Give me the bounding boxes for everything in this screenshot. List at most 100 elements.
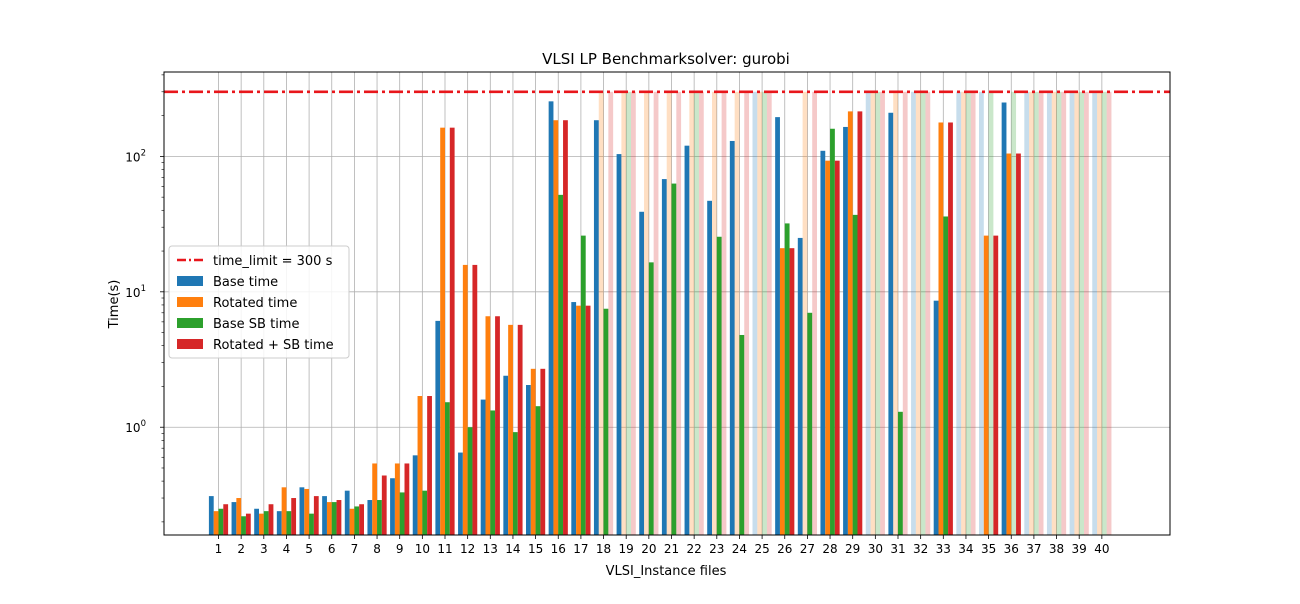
- bar: [1029, 91, 1034, 535]
- bar: [902, 91, 908, 535]
- x-tick-label: 39: [1072, 542, 1087, 556]
- bar: [970, 91, 976, 535]
- bar: [712, 91, 717, 535]
- bar: [1024, 91, 1030, 535]
- bar: [231, 502, 237, 535]
- bar: [404, 463, 410, 535]
- bar: [517, 324, 523, 535]
- bar: [744, 91, 750, 535]
- chart-title: VLSI LP Benchmarksolver: gurobi: [542, 50, 790, 68]
- x-tick-label: 25: [754, 542, 769, 556]
- bar: [281, 487, 287, 535]
- bar: [449, 127, 455, 535]
- bar: [1033, 91, 1039, 535]
- bar: [1016, 153, 1021, 535]
- bar: [563, 120, 568, 535]
- bar: [331, 502, 337, 535]
- bar: [757, 91, 763, 535]
- bar: [847, 111, 853, 535]
- x-tick-label: 11: [437, 542, 452, 556]
- bar: [213, 511, 219, 535]
- bar: [585, 305, 591, 535]
- bar: [752, 91, 758, 535]
- bar: [948, 122, 953, 536]
- bar: [1106, 91, 1112, 535]
- y-tick-label: 101: [125, 284, 146, 300]
- x-tick-label: 20: [641, 542, 656, 556]
- y-axis-label: Time(s): [107, 280, 122, 330]
- bar: [372, 463, 378, 535]
- x-tick-label: 35: [981, 542, 996, 556]
- bar: [508, 324, 513, 535]
- bar: [988, 91, 994, 535]
- bar: [1101, 91, 1107, 535]
- legend-label: Base time: [213, 275, 278, 290]
- bar: [603, 308, 609, 535]
- bar: [558, 194, 564, 535]
- axes-layer: 1 2 3 4 5 6 7 8 9 10 11 12 13 14 15 16 17 18 19 20 21 22 23 24 2…: [125, 74, 1109, 556]
- bar: [616, 154, 622, 535]
- x-tick-label: 17: [573, 542, 588, 556]
- bar: [467, 427, 473, 535]
- legend-label: time_limit = 300 s: [213, 254, 333, 269]
- bar: [961, 91, 966, 535]
- bar: [276, 511, 282, 535]
- x-tick-label: 24: [732, 542, 747, 556]
- x-tick-label: 8: [373, 542, 381, 556]
- legend: time_limit = 300 s Base time Rotated time B…: [168, 245, 350, 359]
- bar: [666, 91, 672, 535]
- bar: [938, 122, 944, 536]
- bar: [1092, 91, 1098, 535]
- x-tick-label: 3: [260, 542, 268, 556]
- y-tick-label: 102: [125, 148, 146, 164]
- x-tick-label: 22: [687, 542, 702, 556]
- bar: [241, 516, 246, 535]
- bar: [834, 160, 840, 535]
- x-tick-label: 1: [215, 542, 223, 556]
- bar: [893, 91, 898, 535]
- x-tick-label: 10: [415, 542, 430, 556]
- bar: [309, 513, 314, 535]
- y-tick-label: 100: [125, 419, 146, 435]
- bar: [367, 500, 373, 535]
- bar: [286, 511, 292, 535]
- bar: [865, 91, 871, 535]
- x-tick-label: 6: [328, 542, 336, 556]
- bar: [694, 91, 699, 535]
- bar: [304, 488, 310, 535]
- bar: [925, 91, 931, 535]
- bar: [472, 264, 478, 535]
- bar: [797, 237, 803, 536]
- bar: [1074, 91, 1080, 535]
- bar: [322, 496, 327, 535]
- x-tick-label: 13: [483, 542, 498, 556]
- x-tick-label: 38: [1049, 542, 1064, 556]
- bar: [245, 513, 251, 535]
- bar: [512, 432, 518, 535]
- bar: [236, 498, 242, 535]
- bar: [943, 216, 949, 535]
- bar: [784, 223, 790, 535]
- bar: [440, 127, 445, 535]
- bar: [445, 402, 450, 535]
- legend-swatch: [177, 339, 203, 349]
- x-tick-label: 36: [1004, 542, 1019, 556]
- bar: [739, 334, 745, 535]
- bar: [762, 91, 767, 535]
- bar: [716, 236, 722, 535]
- x-tick-label: 7: [351, 542, 359, 556]
- bar: [1038, 91, 1044, 535]
- x-tick-label: 4: [283, 542, 291, 556]
- bar: [898, 411, 903, 535]
- legend-box: [168, 245, 350, 359]
- x-tick-label: 33: [936, 542, 951, 556]
- legend-swatch: [177, 297, 203, 307]
- bar: [571, 302, 577, 535]
- bar: [535, 406, 541, 535]
- bar: [983, 235, 989, 535]
- bar: [639, 211, 645, 535]
- bar: [254, 508, 259, 535]
- x-tick-label: 15: [528, 542, 543, 556]
